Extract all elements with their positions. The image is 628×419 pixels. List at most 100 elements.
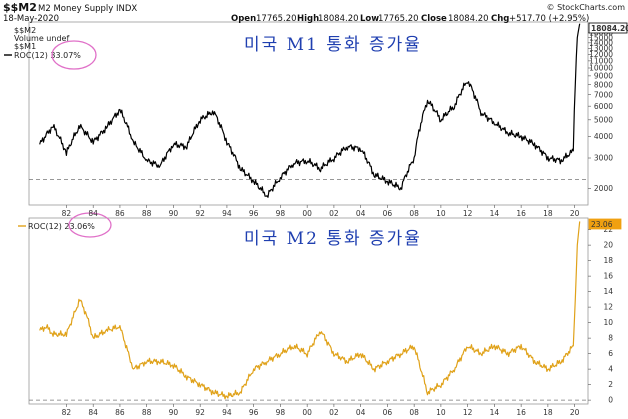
symbol-name: M2 Money Supply xyxy=(38,4,113,14)
x-tick-label: 94 xyxy=(222,209,232,218)
x-tick-label: 90 xyxy=(169,408,179,417)
y-tick-label: 13000 xyxy=(589,44,613,53)
x-tick-label: 02 xyxy=(329,408,339,417)
bottom-legend: ROC(12) 23.06% xyxy=(18,212,112,238)
high-value: 18084.20 xyxy=(318,14,359,24)
x-tick-label: 04 xyxy=(356,209,366,218)
open-value: 17765.20 xyxy=(256,14,297,24)
x-tick-label: 98 xyxy=(276,408,286,417)
y-tick-label: 4000 xyxy=(594,132,613,141)
bottom-last-value: 23.06 xyxy=(588,218,622,230)
last-value-box xyxy=(588,218,622,230)
y-tick-label: 8000 xyxy=(594,80,613,89)
x-tick-label: 86 xyxy=(115,209,125,218)
symbol: $$M2 xyxy=(3,1,37,14)
x-tick-label: 10 xyxy=(436,209,446,218)
x-tick-label: 14 xyxy=(490,408,500,417)
y-tick-label: 11000 xyxy=(589,56,613,65)
x-tick-label: 18 xyxy=(543,408,553,417)
x-tick-label: 82 xyxy=(62,408,72,417)
top-x-axis: 82 84 86 88 90 92 94 96 98 00 02 04 06 08 10 12 14 16 18 20 xyxy=(62,205,580,218)
date-label: 18-May-2020 xyxy=(3,14,59,24)
y-tick-label: 22 xyxy=(603,225,613,234)
y-tick-label: 12000 xyxy=(589,50,613,59)
y-tick-label: 7000 xyxy=(594,90,613,99)
open-label: Open xyxy=(231,14,256,24)
close-value: 18084.20 xyxy=(448,14,489,24)
y-tick-label: 10 xyxy=(603,318,613,327)
low-label: Low xyxy=(360,14,379,24)
x-tick-label: 96 xyxy=(249,408,259,417)
top-last-value: 18084.20 xyxy=(588,22,628,34)
symbol-exchange: INDX xyxy=(116,4,137,14)
x-tick-label: 84 xyxy=(88,408,98,417)
y-tick-label: 4 xyxy=(608,365,613,374)
y-tick-label: 20 xyxy=(603,241,613,250)
x-tick-label: 82 xyxy=(62,209,72,218)
y-tick-label: 6000 xyxy=(594,102,613,111)
legend-item-roc-bottom: ROC(12) 23.06% xyxy=(28,222,95,231)
y-tick-label: 10000 xyxy=(589,64,613,73)
y-tick-label: 5000 xyxy=(594,115,613,124)
x-tick-label: 88 xyxy=(142,408,152,417)
x-tick-label: 90 xyxy=(169,209,179,218)
x-tick-label: 14 xyxy=(490,209,500,218)
last-value-label: 18084.20 xyxy=(591,24,628,33)
y-tick-label: 0 xyxy=(608,396,613,405)
source-label: © StockCharts.com xyxy=(547,3,626,12)
chg-label: Chg xyxy=(491,14,509,24)
series-line xyxy=(39,23,581,198)
x-tick-label: 00 xyxy=(302,209,312,218)
y-tick-label: 18 xyxy=(603,256,613,265)
x-tick-label: 02 xyxy=(329,209,339,218)
top-legend: $$M2 Volume undef $$M1 ROC(12) 33.07% xyxy=(4,26,97,70)
bottom-y-axis: 0 2 4 6 8 10 12 14 16 18 20 22 xyxy=(588,225,613,405)
x-tick-label: 98 xyxy=(276,209,286,218)
highlight-circle-top xyxy=(51,40,97,70)
y-tick-label: 15000 xyxy=(589,33,613,42)
y-tick-label: 8 xyxy=(608,334,613,343)
series-line xyxy=(39,221,581,400)
x-tick-label: 16 xyxy=(516,209,526,218)
x-tick-label: 92 xyxy=(195,408,205,417)
legend-item-m2: $$M2 xyxy=(14,26,36,35)
x-tick-label: 10 xyxy=(436,408,446,417)
highlight-circle-bottom xyxy=(68,212,112,238)
x-tick-label: 20 xyxy=(570,408,580,417)
x-tick-label: 88 xyxy=(142,209,152,218)
top-panel-frame xyxy=(28,21,589,206)
low-value: 17765.20 xyxy=(378,14,419,24)
y-tick-label: 14 xyxy=(603,287,613,296)
close-label: Close xyxy=(421,14,447,24)
x-tick-label: 16 xyxy=(516,408,526,417)
bottom-series xyxy=(39,221,581,400)
bottom-x-axis: 82 84 86 88 90 92 94 96 98 00 02 04 06 08 10 12 14 16 18 20 xyxy=(62,404,580,417)
last-value-box xyxy=(588,22,628,34)
x-tick-label: 00 xyxy=(302,408,312,417)
x-tick-label: 96 xyxy=(249,209,259,218)
y-tick-label: 12 xyxy=(603,303,613,312)
x-tick-label: 12 xyxy=(463,408,473,417)
x-tick-label: 94 xyxy=(222,408,232,417)
last-value-label: 23.06 xyxy=(591,220,613,229)
y-tick-label: 14000 xyxy=(589,38,613,47)
x-tick-label: 18 xyxy=(543,209,553,218)
legend-item-m1: $$M1 xyxy=(14,42,36,51)
y-tick-label: 2 xyxy=(608,380,613,389)
y-tick-label: 2000 xyxy=(594,184,613,193)
x-tick-label: 06 xyxy=(383,209,393,218)
top-y-axis: 2000 3000 4000 5000 6000 70008000900010000110… xyxy=(588,28,613,193)
high-label: High xyxy=(297,14,319,24)
x-tick-label: 84 xyxy=(88,209,98,218)
x-tick-label: 08 xyxy=(409,408,419,417)
x-tick-label: 08 xyxy=(409,209,419,218)
x-tick-label: 04 xyxy=(356,408,366,417)
y-tick-label: 16 xyxy=(603,272,613,281)
annotation-bottom: 미국 M2 통화 증가율 xyxy=(244,229,422,249)
y-tick-label: 3000 xyxy=(594,154,613,163)
x-tick-label: 06 xyxy=(383,408,393,417)
x-tick-label: 20 xyxy=(570,209,580,218)
top-series xyxy=(39,23,581,198)
legend-item-volume: Volume undef xyxy=(14,34,69,43)
